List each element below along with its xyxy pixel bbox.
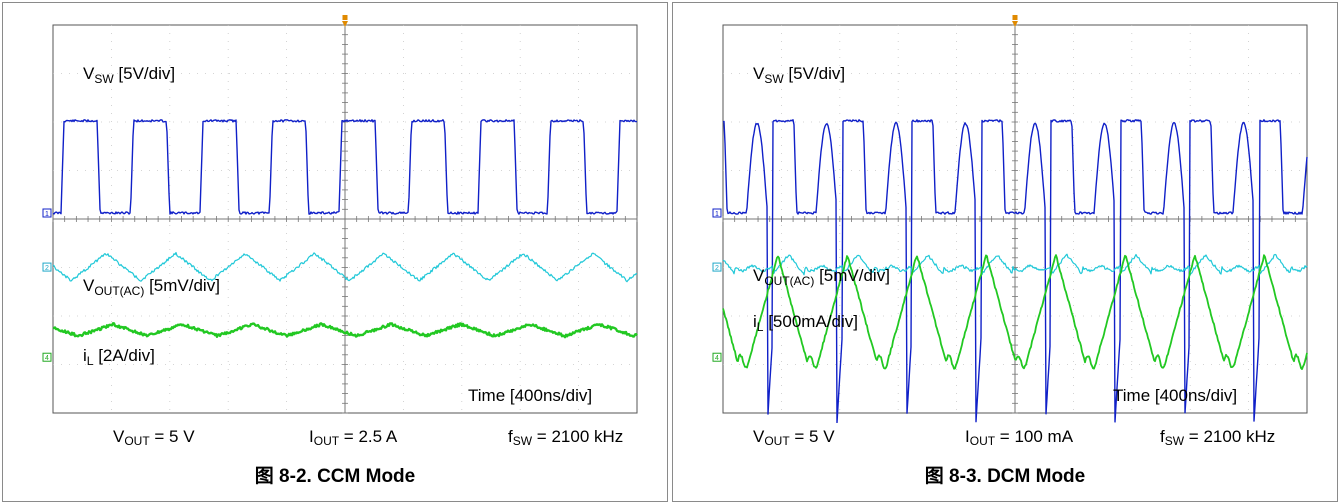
vsw-trace: [722, 119, 1308, 423]
il-label: iL [2A/div]: [83, 346, 155, 368]
plot-markers: 1 2 4: [42, 208, 52, 362]
il-trace: [52, 322, 638, 339]
svg-text:2: 2: [45, 265, 49, 272]
time-label: Time [400ns/div]: [1113, 386, 1237, 405]
vout-trace: [52, 251, 638, 283]
param-fsw: fSW = 2100 kHz: [508, 427, 624, 448]
plot-grid: [722, 15, 1308, 414]
svg-text:1: 1: [45, 211, 49, 218]
figure-caption: 图 8-3. DCM Mode: [924, 466, 1086, 487]
param-iout: IOUT = 2.5 A: [309, 427, 398, 448]
vsw-label: VSW [5V/div]: [83, 64, 175, 86]
param-vout: VOUT = 5 V: [753, 427, 835, 448]
channel-1-marker: 1: [42, 208, 52, 218]
svg-text:2: 2: [715, 265, 719, 272]
channel-2-marker: 2: [712, 262, 722, 272]
param-iout: IOUT = 100 mA: [965, 427, 1074, 448]
channel-2-marker: 2: [42, 262, 52, 272]
vsw-label: VSW [5V/div]: [753, 64, 845, 86]
il-label: iL [500mA/div]: [753, 312, 858, 334]
plot-grid: [52, 15, 638, 414]
svg-text:4: 4: [715, 355, 719, 362]
oscilloscope-plot: 1 2 4 VSW [5V/div] VOUT(AC) [5mV/div] iL […: [712, 15, 1308, 423]
il-trace: [722, 254, 1308, 371]
plot-traces: [722, 119, 1308, 423]
figure-caption: 图 8-2. CCM Mode: [254, 466, 416, 487]
param-fsw: fSW = 2100 kHz: [1160, 427, 1276, 448]
time-label: Time [400ns/div]: [468, 386, 592, 405]
param-vout: VOUT = 5 V: [113, 427, 195, 448]
vsw-trace: [52, 119, 637, 215]
plot-traces: [52, 119, 638, 339]
oscilloscope-plot: 1 2 4 VSW [5V/div] VOUT(AC) [5mV/div] iL […: [42, 15, 638, 414]
figure-panel-dcm: 1 2 4 VSW [5V/div] VOUT(AC) [5mV/div] iL […: [672, 2, 1338, 502]
parameters-row: VOUT = 5 V IOUT = 2.5 A fSW = 2100 kHz: [3, 427, 667, 457]
plot-markers: 1 2 4: [712, 208, 722, 362]
channel-1-marker: 1: [712, 208, 722, 218]
vout-label: VOUT(AC) [5mV/div]: [83, 276, 220, 298]
channel-4-marker: 4: [712, 352, 722, 362]
vout-label: VOUT(AC) [5mV/div]: [753, 266, 890, 288]
figure-panel-ccm: 1 2 4 VSW [5V/div] VOUT(AC) [5mV/div] iL […: [2, 2, 668, 502]
parameters-row: VOUT = 5 V IOUT = 100 mA fSW = 2100 kHz: [673, 427, 1337, 457]
svg-text:1: 1: [715, 211, 719, 218]
vout-trace: [722, 253, 1308, 276]
svg-text:4: 4: [45, 355, 49, 362]
channel-4-marker: 4: [42, 352, 52, 362]
